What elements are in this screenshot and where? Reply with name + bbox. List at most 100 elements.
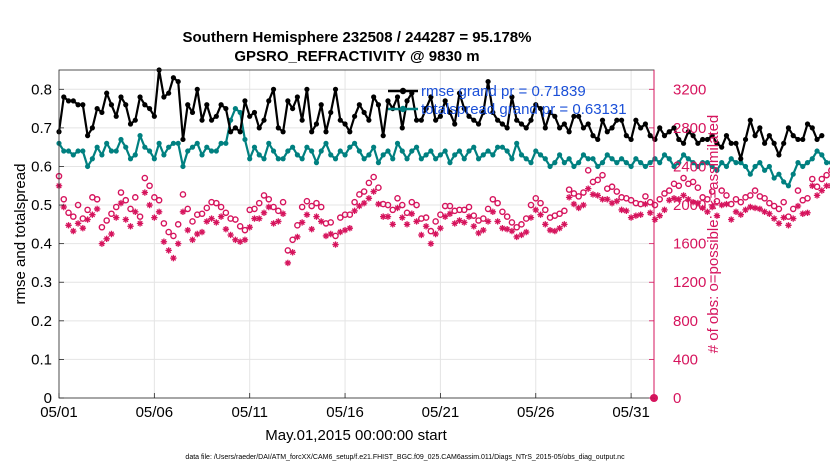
rmse-point — [728, 140, 734, 146]
possible-obs-point — [484, 205, 492, 213]
rmse-point — [571, 113, 577, 119]
totalspread-point — [557, 152, 563, 158]
assimilated-obs-point — [208, 215, 215, 222]
totalspread-point — [394, 140, 401, 146]
assimilated-obs-point — [637, 211, 644, 218]
assimilated-obs-point — [661, 206, 668, 214]
x-tick-label: 05/01 — [40, 404, 78, 421]
totalspread-point — [442, 148, 448, 154]
rmse-point — [299, 117, 305, 123]
assimilated-obs-point — [365, 195, 373, 202]
assimilated-obs-point — [675, 196, 682, 203]
rmse-point — [323, 129, 329, 135]
assimilated-obs-point — [747, 203, 754, 211]
plot-area — [59, 70, 654, 398]
assimilated-obs-point — [260, 209, 268, 216]
totalspread-point — [351, 140, 358, 146]
rmse-point — [180, 136, 186, 143]
totalspread-point — [647, 160, 653, 166]
possible-obs-point — [580, 189, 587, 196]
assimilated-obs-point — [708, 203, 716, 211]
rmse-point — [242, 98, 248, 104]
rmse-point — [266, 98, 272, 104]
totalspread-point — [142, 144, 148, 150]
assimilated-obs-point — [203, 218, 210, 225]
possible-obs-point — [613, 188, 621, 195]
rmse-point — [356, 102, 362, 108]
footnote: data file: /Users/raeder/DAI/ATM_forcXX/… — [185, 454, 625, 461]
totalspread-point — [156, 140, 162, 146]
rmse-point — [580, 125, 587, 131]
totalspread-point — [385, 148, 391, 154]
rmse-point — [509, 94, 515, 100]
assimilated-obs-point — [389, 221, 396, 228]
assimilated-obs-point — [461, 219, 468, 226]
possible-obs-point — [470, 212, 478, 219]
assimilated-obs-point — [108, 230, 115, 238]
possible-obs-point — [723, 192, 730, 199]
assimilated-obs-point — [594, 192, 601, 199]
totalspread-point — [547, 163, 553, 170]
totalspread-point — [542, 156, 548, 162]
totalspread-point — [690, 160, 696, 166]
assimilated-obs-point — [165, 247, 172, 254]
totalspread-point — [499, 144, 505, 150]
possible-obs-point — [184, 205, 192, 213]
assimilated-obs-point — [308, 225, 315, 233]
assimilated-obs-point — [160, 238, 168, 245]
assimilated-obs-point — [303, 211, 311, 218]
totalspread-point — [452, 152, 458, 158]
totalspread-point — [437, 152, 444, 158]
possible-obs-point — [351, 198, 358, 206]
possible-obs-point — [298, 203, 306, 211]
rmse-point — [609, 125, 615, 131]
possible-obs-point — [675, 182, 683, 190]
totalspread-point — [471, 144, 477, 150]
totalspread-point — [218, 140, 224, 146]
rmse-point — [328, 109, 334, 116]
totalspread-point — [380, 152, 386, 158]
assimilated-obs-point — [489, 208, 497, 216]
totalspread-point — [466, 148, 472, 154]
rmse-point — [781, 140, 787, 146]
possible-obs-point — [460, 206, 468, 214]
totalspread-point — [766, 163, 772, 170]
possible-obs-point — [575, 193, 582, 200]
possible-obs-point — [532, 195, 540, 202]
rmse-point — [347, 129, 353, 135]
y-left-tick-label: 0.8 — [31, 81, 52, 98]
possible-obs-point — [561, 207, 568, 215]
assimilated-obs-point — [151, 214, 158, 221]
assimilated-obs-point — [351, 207, 358, 215]
assimilated-obs-point — [503, 225, 511, 233]
assimilated-obs-point — [184, 226, 191, 234]
assimilated-obs-point — [508, 227, 516, 235]
possible-obs-point — [255, 199, 263, 207]
assimilated-obs-point — [575, 204, 582, 212]
rmse-point — [647, 133, 653, 139]
possible-obs-point — [317, 203, 325, 211]
possible-obs-point — [122, 196, 130, 204]
rmse-point — [189, 109, 196, 116]
totalspread-point — [309, 148, 315, 154]
rmse-point — [800, 136, 806, 143]
y-right-tick-label: 0 — [673, 390, 681, 407]
rmse-point — [85, 133, 91, 139]
rmse-point — [433, 117, 439, 123]
assimilated-obs-point — [518, 231, 525, 239]
totalspread-point — [781, 179, 787, 185]
rmse-point — [137, 94, 143, 100]
rmse-point — [261, 117, 267, 123]
totalspread-point — [113, 148, 119, 154]
totalspread-point — [800, 163, 806, 170]
assimilated-obs-point — [113, 214, 120, 221]
assimilated-obs-point — [613, 198, 621, 205]
rmse-point — [108, 102, 115, 108]
possible-obs-point — [98, 223, 106, 231]
rmse-point — [342, 121, 348, 127]
possible-obs-point — [260, 192, 268, 199]
rmse-point — [475, 121, 482, 127]
assimilated-obs-point — [742, 206, 749, 214]
rmse-point — [676, 136, 682, 143]
